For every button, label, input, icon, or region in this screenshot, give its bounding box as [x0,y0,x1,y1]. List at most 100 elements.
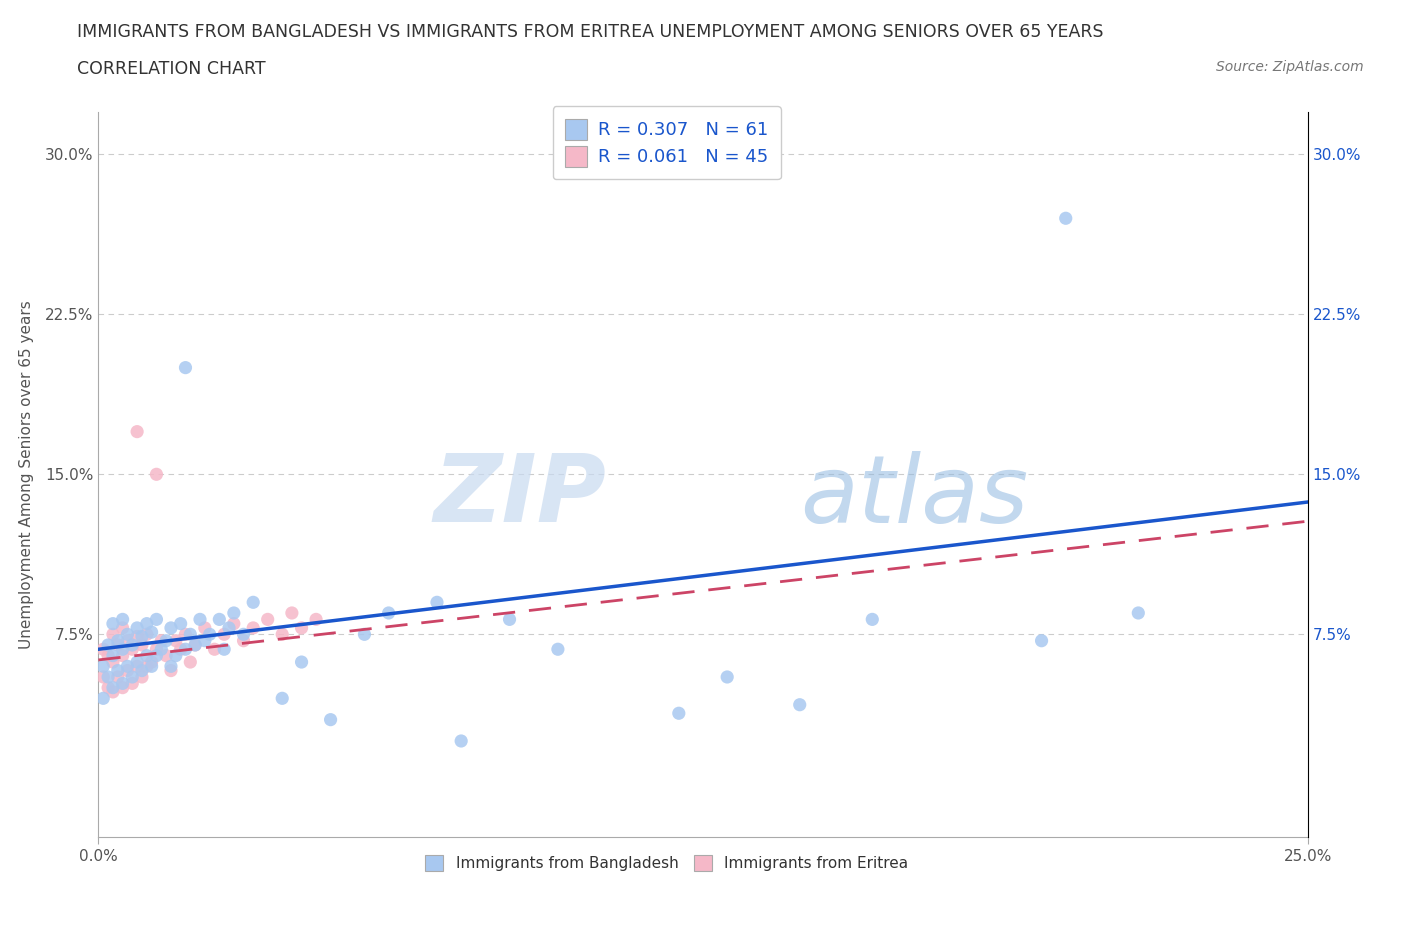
Point [498,612,520,627]
Point [160,620,183,635]
Point [127,620,149,635]
Point [131,638,153,653]
Point [242,620,264,635]
Point [319,712,342,727]
Point [174,642,197,657]
Point [97,648,120,663]
Point [101,648,124,663]
Point [198,627,221,642]
Point [169,617,191,631]
Point [184,638,207,653]
Point [232,627,254,642]
Legend: Immigrants from Bangladesh, Immigrants from Eritrea: Immigrants from Bangladesh, Immigrants f… [416,845,918,880]
Point [194,633,217,648]
Point [107,663,129,678]
Point [117,663,139,678]
Point [222,617,245,631]
Point [101,655,124,670]
Point [1128,605,1150,620]
Point [91,658,114,673]
Point [111,642,134,657]
Point [135,658,157,673]
Point [281,605,304,620]
Point [121,638,143,653]
Point [668,706,690,721]
Point [160,658,183,673]
Point [101,627,124,642]
Point [121,670,143,684]
Point [117,658,139,673]
Point [101,680,124,695]
Point [179,627,201,642]
Text: Source: ZipAtlas.com: Source: ZipAtlas.com [1216,60,1364,74]
Point [271,691,294,706]
Point [145,648,167,663]
Point [141,658,163,673]
Point [174,627,197,642]
Text: IMMIGRANTS FROM BANGLADESH VS IMMIGRANTS FROM ERITREA UNEMPLOYMENT AMONG SENIORS: IMMIGRANTS FROM BANGLADESH VS IMMIGRANTS… [77,23,1104,41]
Text: CORRELATION CHART: CORRELATION CHART [77,60,266,78]
Point [353,627,375,642]
Point [131,670,153,684]
Point [145,467,167,482]
Point [145,612,167,627]
Point [127,424,149,439]
Point [111,648,134,663]
Point [117,633,139,648]
Point [169,642,191,657]
Point [305,612,328,627]
Point [91,691,114,706]
Point [165,633,187,648]
Point [174,360,197,375]
Point [135,627,157,642]
Point [426,595,449,610]
Point [135,648,157,663]
Point [117,627,139,642]
Point [101,684,124,699]
Point [377,605,399,620]
Point [155,633,177,648]
Point [121,642,143,657]
Text: atlas: atlas [800,450,1028,541]
Point [271,627,294,642]
Point [204,642,226,657]
Point [860,612,883,627]
Point [107,633,129,648]
Point [111,612,134,627]
Point [150,633,173,648]
Point [212,627,235,642]
Point [91,670,114,684]
Point [127,658,149,673]
Point [165,648,187,663]
Point [107,638,129,653]
Point [141,625,163,640]
Point [222,605,245,620]
Text: ZIP: ZIP [433,450,606,542]
Point [121,676,143,691]
Point [212,642,235,657]
Point [160,663,183,678]
Point [184,638,207,653]
Point [242,595,264,610]
Point [131,663,153,678]
Point [150,642,173,657]
Point [208,612,231,627]
Point [1031,633,1053,648]
Point [179,655,201,670]
Point [97,638,120,653]
Point [127,629,149,644]
Point [547,642,569,657]
Point [450,734,472,749]
Point [155,648,177,663]
Point [97,670,120,684]
Point [91,642,114,657]
Point [141,655,163,670]
Point [188,612,211,627]
Point [111,680,134,695]
Point [194,620,217,635]
Point [111,676,134,691]
Point [97,680,120,695]
Point [127,655,149,670]
Point [101,617,124,631]
Point [290,655,312,670]
